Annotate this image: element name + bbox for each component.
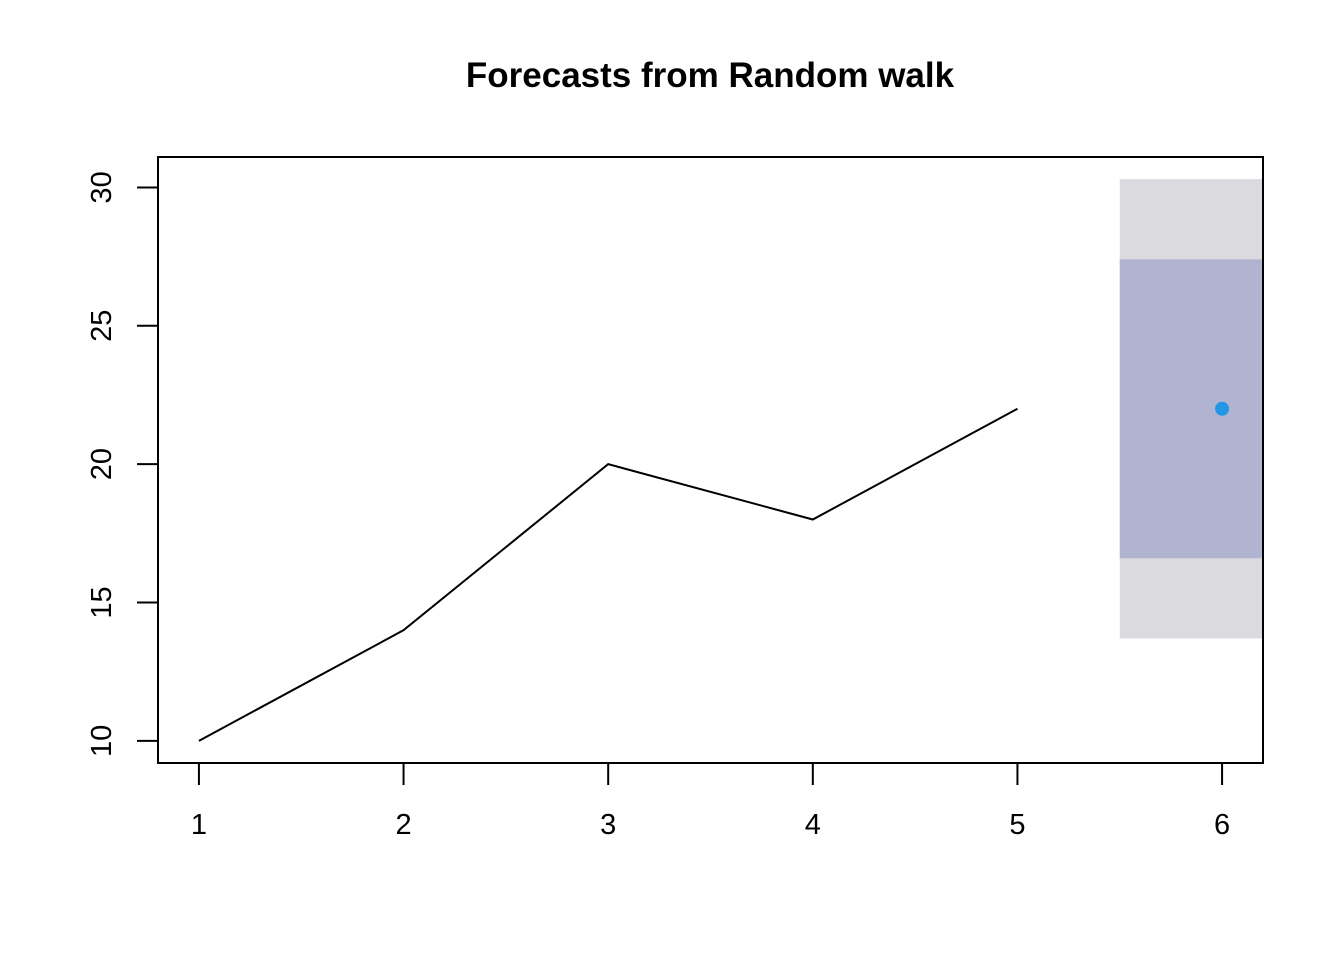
forecast-intervals <box>1119 179 1263 639</box>
x-tick-label: 6 <box>1214 809 1230 841</box>
forecast-points <box>1215 401 1230 416</box>
y-tick-label: 10 <box>86 725 118 757</box>
chart-title: Forecasts from Random walk <box>465 56 955 95</box>
y-tick-label: 20 <box>86 448 118 480</box>
x-tick-label: 2 <box>395 809 411 841</box>
y-tick-label: 30 <box>86 171 118 203</box>
y-tick-label: 15 <box>86 586 118 618</box>
plot-frame <box>157 156 1264 764</box>
interval-80-band <box>1119 259 1263 559</box>
series-line-path <box>198 407 1018 742</box>
y-axis: 10 15 20 25 30 <box>86 171 159 757</box>
x-tick-label: 3 <box>600 809 616 841</box>
x-tick-label: 4 <box>805 809 821 841</box>
x-tick-label: 1 <box>191 809 207 841</box>
series-line <box>198 407 1018 742</box>
x-tick-label: 5 <box>1009 809 1025 841</box>
x-axis: 1 2 3 4 5 6 <box>191 762 1230 841</box>
forecast-point <box>1215 401 1230 416</box>
y-tick-label: 25 <box>86 310 118 342</box>
